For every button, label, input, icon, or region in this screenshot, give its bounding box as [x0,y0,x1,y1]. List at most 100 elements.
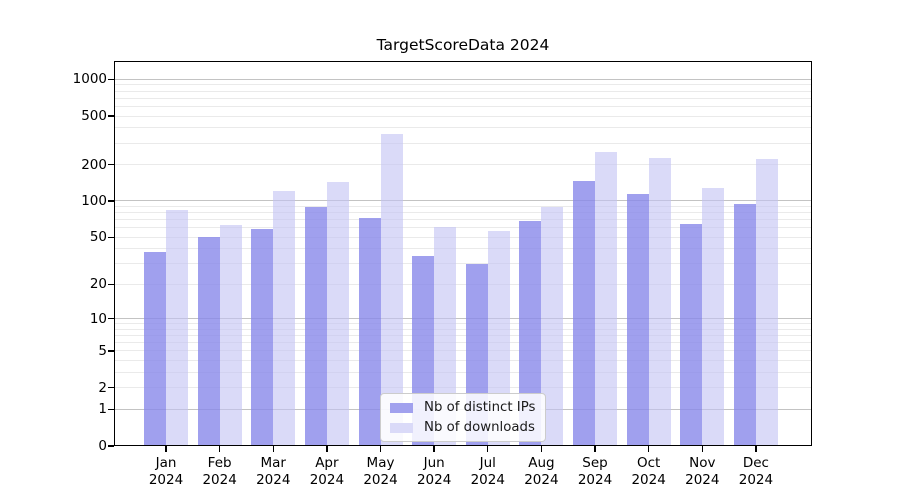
gridline [115,90,811,92]
x-tick-label: May 2024 [363,455,398,488]
gridline [115,248,811,250]
y-tick-mark [108,386,114,389]
x-tick-mark [218,446,221,452]
bar-mar-distinct-ips [251,228,274,446]
bar-may-distinct-ips [358,217,381,446]
gridline [115,200,811,202]
x-tick-label: Dec 2024 [738,455,774,488]
gridline [115,105,811,107]
gridline [115,78,811,80]
x-tick-label: Mar 2024 [256,455,291,488]
x-tick-label: Oct 2024 [631,455,666,488]
y-tick-label: 20 [89,276,107,293]
gridline [115,342,811,344]
x-tick-label: Aug 2024 [524,455,559,488]
y-tick-mark [108,283,114,286]
gridline [115,142,811,144]
legend-item-distinct-ips: Nb of distinct IPs [390,400,535,415]
x-tick-mark [272,446,274,452]
bar-jul-downloads [487,231,510,446]
bar-oct-downloads [648,158,671,446]
gridline [115,371,811,373]
bar-jun-downloads [434,226,457,446]
bar-apr-distinct-ips [304,207,327,446]
chart-title: TargetScoreData 2024 [376,36,550,54]
x-tick-mark [647,446,650,452]
x-tick-mark [487,446,489,452]
x-tick-mark [701,446,703,452]
legend-item-downloads: Nb of downloads [390,420,535,435]
gridline [115,263,811,265]
bar-may-downloads [380,134,403,446]
bar-dec-distinct-ips [733,203,756,446]
legend-swatch-downloads [390,422,413,433]
gridline [115,212,811,214]
legend-swatch-distinct-ips [390,402,413,413]
x-tick-mark [594,446,596,452]
bar-apr-downloads [326,182,349,446]
bar-feb-downloads [219,225,242,446]
bar-jan-downloads [166,210,188,446]
gridline [115,219,811,221]
gridline [115,387,811,389]
y-tick-mark [108,78,114,81]
y-tick-mark [108,318,114,320]
x-tick-label: Feb 2024 [202,455,237,488]
x-tick-mark [165,446,167,452]
y-tick-mark [108,115,114,117]
gridline [115,164,811,166]
y-tick-label: 10 [89,310,107,327]
bar-jan-distinct-ips [144,251,166,446]
x-tick-mark [379,446,382,452]
gridline [115,360,811,362]
bar-aug-downloads [541,206,564,446]
gridline [115,350,811,352]
y-tick-mark [108,200,114,202]
gridline [115,206,811,208]
bar-nov-distinct-ips [680,224,703,446]
bar-mar-downloads [273,191,296,446]
gridline [115,283,811,285]
gridline [115,115,811,117]
gridline [115,97,811,99]
bar-sep-distinct-ips [573,181,596,446]
gridline [115,84,811,86]
gridline [115,323,811,325]
gridline [115,127,811,129]
x-tick-mark [540,446,543,452]
bar-sep-downloads [595,151,618,446]
x-tick-mark [433,446,435,452]
x-tick-label: Jul 2024 [470,455,505,488]
y-tick-label: 50 [89,229,107,246]
gridline [115,227,811,229]
bar-nov-downloads [702,188,725,446]
x-tick-label: Apr 2024 [309,455,345,488]
x-tick-mark [326,446,328,452]
gridline [115,328,811,330]
y-tick-mark [108,163,114,166]
legend: Nb of distinct IPs Nb of downloads [380,393,547,442]
bar-feb-distinct-ips [197,237,220,446]
y-tick-label: 100 [81,193,107,210]
gridline [115,335,811,337]
gridline [115,318,811,320]
gridline [115,236,811,238]
x-tick-label: Jan 2024 [148,455,184,488]
y-tick-label: 500 [81,108,107,125]
x-tick-mark [755,446,757,452]
y-tick-label: 5 [98,342,107,359]
y-tick-label: 2 [98,379,107,396]
x-tick-label: Sep 2024 [577,455,613,488]
y-tick-mark [108,408,114,410]
y-tick-mark [108,350,114,352]
y-tick-label: 0 [98,438,107,454]
legend-label-distinct-ips: Nb of distinct IPs [424,400,536,415]
legend-label-downloads: Nb of downloads [424,420,535,435]
bar-dec-downloads [755,158,778,446]
bar-aug-distinct-ips [519,220,542,446]
y-tick-label: 1000 [72,71,107,88]
y-tick-mark [108,445,114,447]
x-tick-label: Nov 2024 [685,455,720,488]
y-tick-label: 1 [98,401,107,418]
